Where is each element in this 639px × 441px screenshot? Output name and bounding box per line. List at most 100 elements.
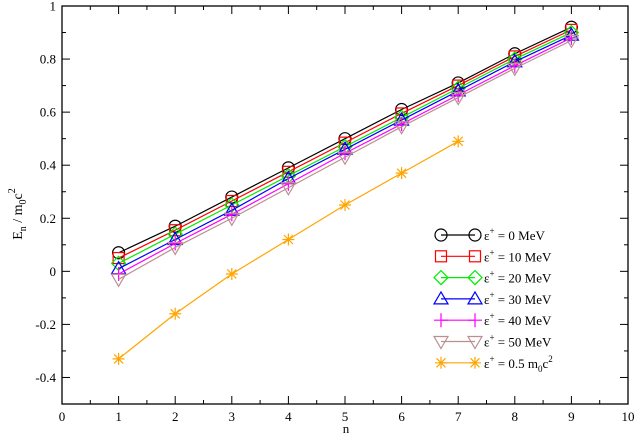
series-6 [112,135,465,365]
legend-label: ε+ = 10 MeV [484,247,552,264]
legend-item: ε+ = 20 MeV [433,269,552,286]
legend-marker [467,269,483,286]
data-point [225,267,238,280]
legend-marker [466,335,484,350]
y-axis-label-sub2: 0 [18,199,29,204]
data-point [393,121,410,135]
data-point [280,182,297,196]
legend-marker [432,290,450,305]
x-tick-label: 7 [455,409,462,424]
y-axis-label-end: c [11,193,26,199]
data-point [282,233,295,246]
x-tick-label: 9 [568,409,575,424]
data-point [336,151,354,166]
data-point [112,352,125,365]
data-point [452,135,465,148]
legend-epsilon: ε [484,335,490,350]
legend-label: ε+ = 30 MeV [484,290,552,307]
series-line [118,29,572,259]
x-tick-label: 10 [622,409,635,424]
y-axis-label-sup: 2 [7,188,18,193]
legend-text-end: c [543,356,549,371]
data-point [225,194,238,208]
legend-label: ε+ = 40 MeV [484,311,552,328]
legend-text: = 20 MeV [495,271,552,286]
legend-label: ε+ = 50 MeV [484,333,552,350]
legend-text: = 0.5 m [495,356,538,371]
legend-marker [468,250,482,263]
legend-item: ε+ = 0.5 m0c2 [435,354,553,374]
legend-epsilon-sup: + [489,311,494,321]
y-tick-label: 0.8 [40,52,56,67]
x-tick-label: 3 [229,409,236,424]
series-line [118,39,572,280]
y-tick-label: 0.6 [40,105,57,120]
y-tick-label: -0.2 [35,317,56,332]
y-tick-label: -0.4 [35,370,56,385]
legend-text: = 40 MeV [495,313,552,328]
legend-epsilon: ε [484,249,490,264]
series-5 [110,34,580,288]
legend-label: ε+ = 20 MeV [484,269,552,286]
series-line [118,26,572,254]
legend-epsilon-sup: + [489,247,494,257]
data-point [564,30,579,45]
legend-marker [466,290,484,305]
y-tick-label: 0.4 [40,158,57,173]
axis-ticks: 0 1 2 3 4 5 6 7 8 9 10 -0.4 -0.2 0 0.2 0.4 0.6 0.8 1 [35,0,634,424]
legend-epsilon: ε [484,292,490,307]
legend-text: = 50 MeV [495,335,552,350]
x-tick-label: 8 [512,409,519,424]
legend-marker [468,228,482,242]
data-point [167,241,184,256]
legend-epsilon-sup: + [489,269,494,279]
legend-item: ε+ = 40 MeV [434,311,552,328]
data-point [450,91,467,106]
legend-epsilon-sup: + [489,290,494,300]
legend-text: = 30 MeV [495,292,552,307]
legend-epsilon: ε [484,271,490,286]
legend-text: = 10 MeV [495,249,552,264]
legend-epsilon-sup: + [489,354,494,364]
y-axis-label-mid: / m [11,204,26,226]
legend-marker [469,356,481,369]
y-axis-label-sub: n [18,226,29,231]
x-tick-label: 2 [172,409,179,424]
legend-marker [433,269,449,286]
legend-marker [434,313,448,328]
legend-item: ε+ = 0 MeV [434,226,545,243]
legend-epsilon: ε [484,228,490,243]
data-point [506,62,523,77]
legend-item: ε+ = 10 MeV [434,247,552,264]
legend-marker [434,228,448,242]
legend-text: = 0 MeV [495,228,546,243]
legend-marker [468,313,482,328]
data-point [223,212,240,227]
legend-marker [435,356,447,369]
legend-item: ε+ = 50 MeV [432,333,552,350]
legend-item: ε+ = 30 MeV [432,290,552,307]
series-group [110,20,580,365]
legend-epsilon-sup: + [489,333,494,343]
data-point [563,34,580,49]
y-axis-label: En / m0c2 [7,188,29,240]
data-point [112,251,125,265]
legend-label: ε+ = 0.5 m0c2 [484,354,553,374]
data-point [338,146,352,161]
x-tick-label: 5 [342,409,349,424]
data-point [395,167,408,180]
legend-label: ε+ = 0 MeV [484,226,545,243]
x-tick-label: 1 [115,409,122,424]
x-axis-label: n [343,421,350,436]
x-tick-label: 6 [398,409,405,424]
legend-marker [432,335,450,350]
data-point [224,207,239,222]
y-tick-label: 0 [50,264,57,279]
data-point [169,307,182,320]
y-tick-label: 1 [50,0,57,14]
x-tick-label: 0 [59,409,66,424]
legend-text-sub: 0 [538,364,543,374]
x-tick-label: 4 [285,409,292,424]
